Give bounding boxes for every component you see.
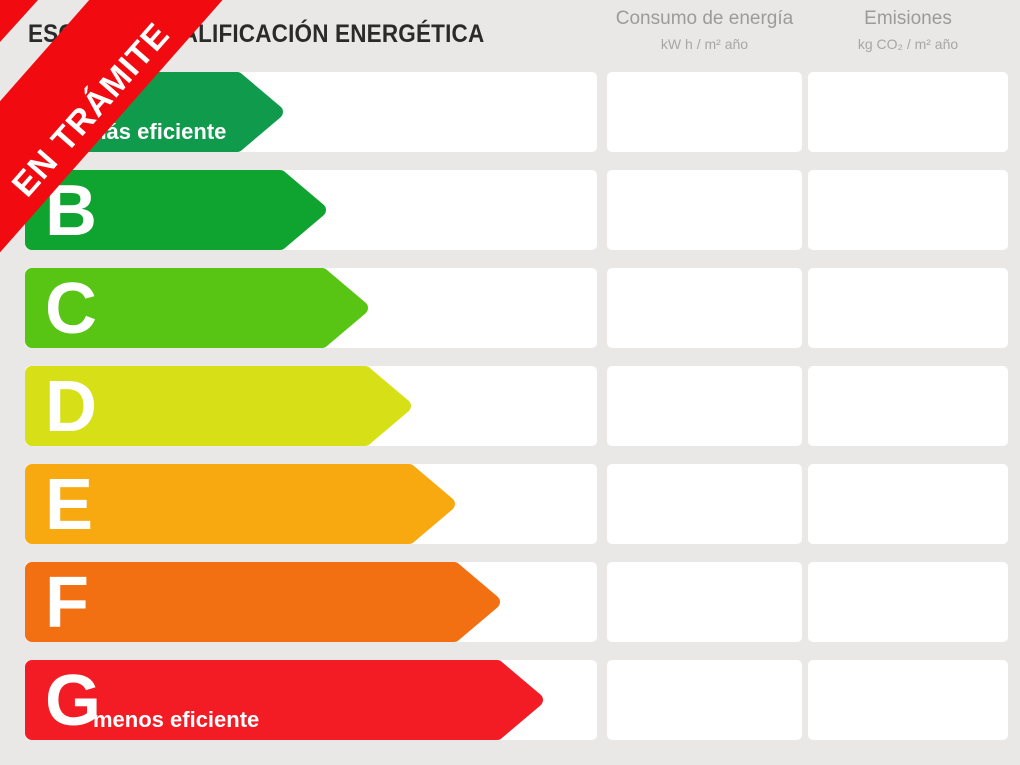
- consumo-value-box: [607, 72, 802, 152]
- column-header-consumo-units: kW h / m² año: [660, 36, 749, 52]
- consumo-value-box: [607, 562, 802, 642]
- efficiency-note: menos eficiente: [93, 707, 260, 732]
- rating-row-f: F: [0, 562, 1020, 643]
- emisiones-value-box: [808, 562, 1008, 642]
- emisiones-value-box: [808, 170, 1008, 250]
- scale-track: B: [25, 170, 597, 251]
- rating-arrow: [25, 366, 411, 446]
- grade-letter: E: [45, 465, 94, 545]
- column-header-emisiones: Emisiones kg CO₂ / m² año: [808, 8, 1008, 52]
- column-header-emisiones-label: Emisiones: [864, 8, 952, 29]
- rating-arrow: [25, 660, 543, 740]
- emisiones-value-box: [808, 660, 1008, 740]
- consumo-value-box: [607, 268, 802, 348]
- consumo-value-box: [607, 660, 802, 740]
- rating-row-a: A más eficiente: [0, 72, 1020, 153]
- column-header-emisiones-units: kg CO₂ / m² año: [857, 36, 959, 52]
- scale-track: D: [25, 366, 597, 447]
- column-header-consumo-label: Consumo de energía: [615, 8, 794, 29]
- rating-row-g: G menos eficiente: [0, 660, 1020, 741]
- scale-track: E: [25, 464, 597, 545]
- emisiones-value-box: [808, 72, 1008, 152]
- emisiones-value-box: [808, 464, 1008, 544]
- rating-arrow: [25, 464, 455, 544]
- rating-arrow: [25, 268, 368, 348]
- grade-letter: C: [45, 269, 97, 349]
- column-header-consumo: Consumo de energía kW h / m² año: [607, 8, 802, 52]
- rating-row-c: C: [0, 268, 1020, 349]
- scale-track: G menos eficiente: [25, 660, 597, 741]
- scale-track: C: [25, 268, 597, 349]
- scale-track: F: [25, 562, 597, 643]
- emisiones-value-box: [808, 366, 1008, 446]
- consumo-value-box: [607, 464, 802, 544]
- rating-row-e: E: [0, 464, 1020, 545]
- grade-letter: D: [45, 367, 97, 447]
- consumo-value-box: [607, 366, 802, 446]
- grade-letter: F: [45, 563, 89, 643]
- consumo-value-box: [607, 170, 802, 250]
- rating-row-d: D: [0, 366, 1020, 447]
- rating-row-b: B: [0, 170, 1020, 251]
- rating-arrow: [25, 170, 326, 250]
- emisiones-value-box: [808, 268, 1008, 348]
- rating-arrow: [25, 562, 500, 642]
- grade-letter: G: [45, 661, 102, 741]
